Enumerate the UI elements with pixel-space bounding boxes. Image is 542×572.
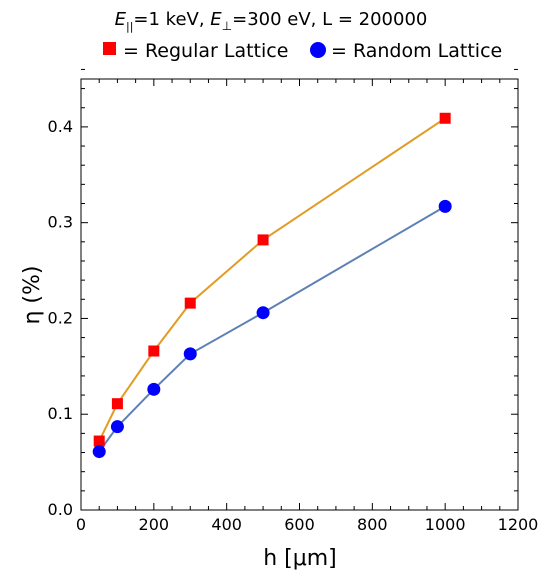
- x-tick-label: 1000: [425, 515, 466, 534]
- data-point-random: [256, 306, 270, 320]
- x-axis-label: h [μm]: [263, 546, 337, 571]
- data-point-random: [110, 420, 124, 434]
- y-tick-label: 0.0: [48, 500, 73, 519]
- chart-title: E||=1 keV, E⊥=300 eV, L = 200000: [115, 9, 428, 33]
- x-tick-label: 0: [76, 515, 86, 534]
- title-e-parallel-value: =1 keV,: [133, 9, 210, 30]
- svg-text:E||=1 keV, E⊥=300 eV, L = 2000: E||=1 keV, E⊥=300 eV, L = 200000: [115, 9, 428, 33]
- y-tick-label: 0.4: [48, 117, 73, 136]
- legend: = Regular Lattice = Random Lattice: [103, 40, 502, 62]
- data-point-regular: [439, 112, 451, 124]
- axis-tick-labels: 0 200 400 600 800 1000 1200 0.0 0.1 0.2 0.3 0.4: [48, 117, 539, 534]
- title-parallel-subscript: ||: [126, 20, 133, 33]
- x-tick-label: 200: [139, 515, 170, 534]
- data-point-regular: [148, 345, 160, 357]
- series-layer: [92, 112, 452, 459]
- x-tick-label: 400: [211, 515, 242, 534]
- data-point-regular: [257, 234, 269, 246]
- data-point-random: [92, 445, 106, 459]
- series-line-random: [98, 205, 446, 453]
- title-perp-subscript: ⊥: [222, 19, 232, 33]
- series-line-regular: [98, 117, 446, 442]
- y-tick-label: 0.3: [48, 213, 73, 232]
- plot-frame: [80, 78, 519, 511]
- x-tick-label: 1200: [498, 515, 539, 534]
- axis-ticks: [80, 68, 519, 511]
- x-tick-label: 600: [284, 515, 315, 534]
- legend-marker-random: [310, 42, 326, 58]
- legend-label-regular: = Regular Lattice: [123, 40, 288, 62]
- y-axis-label: η (%): [20, 265, 45, 324]
- data-point-random: [147, 382, 161, 396]
- title-e-perp-value-and-l: =300 eV, L = 200000: [232, 9, 427, 30]
- title-e-parallel: E: [115, 9, 127, 30]
- data-point-regular: [184, 297, 196, 309]
- data-point-regular: [93, 435, 105, 447]
- data-point-regular: [111, 398, 123, 410]
- data-point-random: [438, 199, 452, 213]
- legend-label-random: = Random Lattice: [331, 40, 502, 62]
- legend-marker-regular: [103, 42, 116, 55]
- x-tick-label: 800: [357, 515, 388, 534]
- data-point-random: [183, 347, 197, 361]
- y-tick-label: 0.1: [48, 404, 73, 423]
- title-e-perp: E: [210, 9, 222, 30]
- y-tick-label: 0.2: [48, 308, 73, 327]
